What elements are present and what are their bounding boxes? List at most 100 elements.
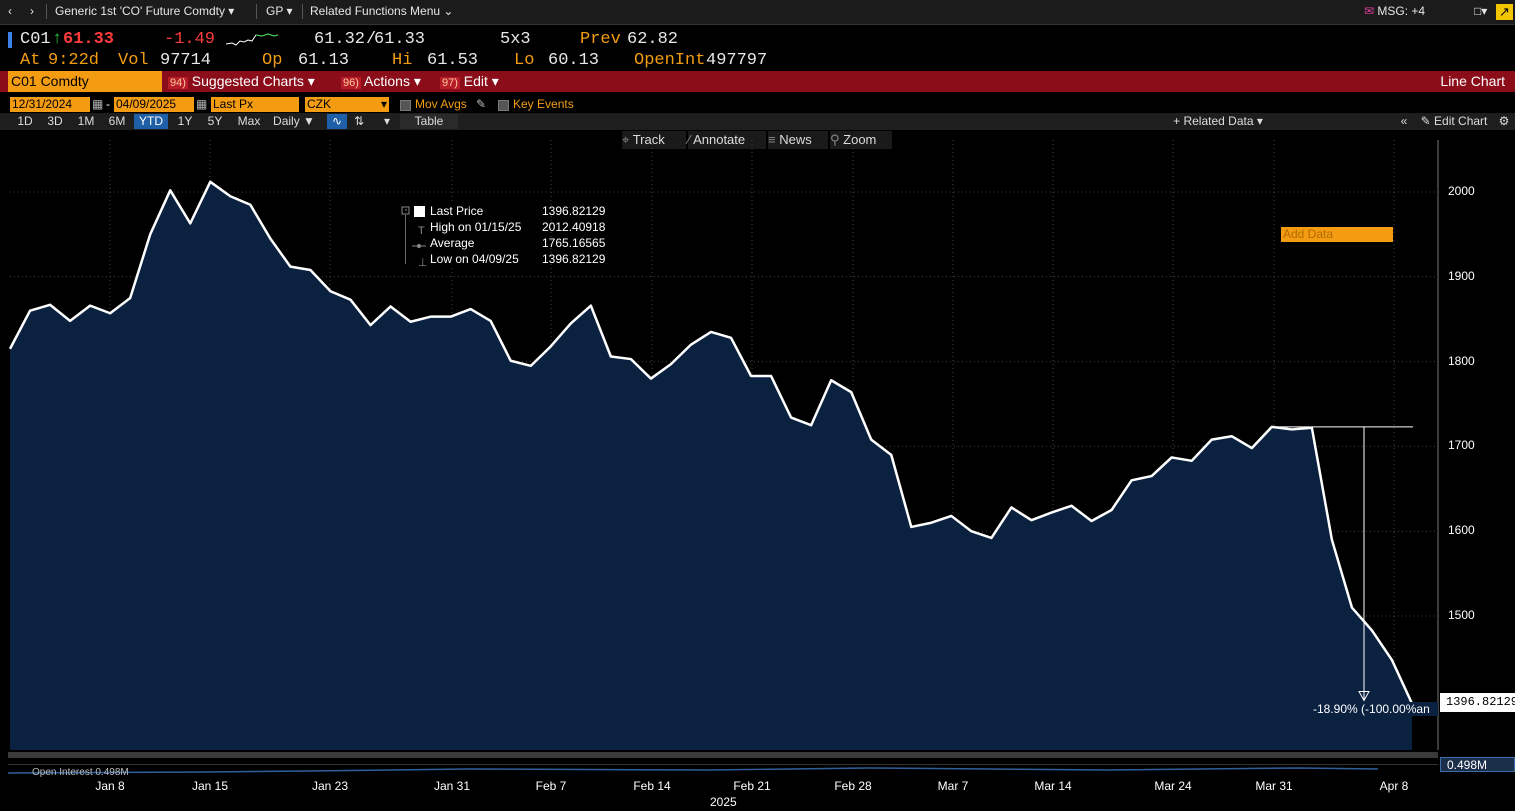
volume: 97714 [160, 51, 212, 70]
edit-chart-button[interactable]: ✎ Edit Chart [1420, 114, 1488, 128]
calendar-icon[interactable]: ▦ [196, 97, 208, 111]
actions-menu[interactable]: 96) Actions ▾ [341, 73, 421, 89]
annotation-arrow-head [1358, 690, 1370, 702]
ticker-marker [8, 32, 12, 48]
open-interest-value: 0.498M [1440, 757, 1515, 772]
range-1d-button[interactable]: 1D [17, 114, 33, 128]
currency-selector[interactable]: CZK ▾ [305, 97, 389, 112]
range-ytd-button[interactable]: YTD [134, 114, 168, 129]
back-arrow-icon[interactable]: ‹ [8, 4, 12, 18]
change-annotation-text: -18.90% (-100.00%an [1313, 702, 1438, 716]
last-value-label: 1396.82129 [1440, 693, 1515, 712]
window-menu-icon[interactable]: □▾ [1474, 4, 1488, 18]
net-change: -1.49 [164, 30, 216, 49]
high-label: Hi [392, 51, 413, 70]
x-tick-label: Feb 7 [535, 779, 567, 793]
key-events-checkbox[interactable] [498, 100, 509, 111]
add-data-input[interactable]: Add Data [1281, 227, 1393, 242]
start-date-field[interactable]: 12/31/2024 [10, 97, 90, 112]
prev-close: 62.82 [627, 30, 679, 49]
mov-avgs-checkbox[interactable] [400, 100, 411, 111]
price-line [8, 180, 1414, 705]
x-tick-label: Mar 7 [937, 779, 969, 793]
range-max-button[interactable]: Max [237, 114, 261, 128]
date-separator: - [106, 97, 110, 111]
mov-avgs-label[interactable]: Mov Avgs [415, 97, 467, 111]
range-toolbar: 1D 3D 1M 6M YTD 1Y 5Y Max Daily ▼ ∿ ⇅ ▾ … [0, 113, 1515, 242]
zoom-tool[interactable]: ⚲ Zoom [830, 131, 892, 149]
high-price: 61.53 [427, 51, 479, 70]
function-menu[interactable]: GP ▾ [266, 4, 293, 18]
news-tool[interactable]: ≡ News [768, 131, 828, 149]
range-1y-button[interactable]: 1Y [177, 114, 193, 128]
prev-label: Prev [580, 30, 621, 49]
svg-text:T: T [418, 225, 425, 237]
end-date-field[interactable]: 04/09/2025 [114, 97, 194, 112]
open-interest-label: OpenInt [634, 51, 706, 70]
range-5y-button[interactable]: 5Y [207, 114, 223, 128]
range-1m-button[interactable]: 1M [77, 114, 95, 128]
ask-price: 61.33 [374, 30, 426, 49]
x-tick-label: Jan 15 [191, 779, 229, 793]
x-tick-label: Mar 31 [1255, 779, 1293, 793]
vol-label: Vol [118, 51, 149, 70]
open-interest-panel: Open Interest 0.498M [8, 764, 1438, 778]
svg-text:⊥: ⊥ [418, 257, 428, 269]
edit-menu[interactable]: 97) Edit ▾ [440, 73, 499, 89]
line-chart-icon[interactable]: ∿ [327, 114, 347, 129]
y-tick-label: 1600 [1448, 523, 1475, 538]
bid-ask-size: 5x3 [500, 30, 531, 49]
y-tick-label: 1500 [1448, 608, 1475, 622]
key-events-label[interactable]: Key Events [513, 97, 574, 111]
message-indicator[interactable]: ✉ MSG: +4 [1364, 4, 1426, 18]
ticker: C01 [20, 30, 51, 49]
field-selector[interactable]: Last Px [211, 97, 299, 112]
sparkline-icon [226, 33, 278, 46]
security-menu[interactable]: Generic 1st 'CO' Future Comdty ▾ [55, 4, 235, 18]
chart-legend: T ⊥ Last Price 1396.82129 High on 01/15/2… [400, 200, 610, 270]
forward-arrow-icon[interactable]: › [30, 4, 34, 18]
panel-divider[interactable] [8, 752, 1438, 758]
related-functions-menu[interactable]: Related Functions Menu ⌄ [310, 4, 454, 18]
x-tick-label: Jan 31 [433, 779, 471, 793]
bid-price: 61.32 [314, 30, 366, 49]
table-button[interactable]: Table [400, 114, 458, 129]
y-tick-label: 1800 [1448, 353, 1475, 368]
track-tool[interactable]: ⌖ Track [622, 131, 686, 149]
top-nav-bar: ‹ › Generic 1st 'CO' Future Comdty ▾ GP … [0, 0, 1515, 25]
annotate-tool[interactable]: ∕ Annotate [688, 131, 766, 149]
x-tick-label: Jan 8 [95, 779, 125, 793]
low-label: Lo [514, 51, 535, 70]
at-label: At [20, 51, 41, 70]
security-field[interactable]: C01 Comdty [8, 71, 162, 92]
price-chart[interactable] [0, 130, 1515, 811]
x-tick-label: Mar 14 [1034, 779, 1072, 793]
up-arrow-icon: ↑ [52, 30, 63, 49]
open-interest: 497797 [706, 51, 768, 70]
chart-type-dropdown[interactable]: ▾ [383, 114, 391, 128]
x-tick-label: Feb 21 [733, 779, 771, 793]
open-label: Op [262, 51, 283, 70]
suggested-charts-menu[interactable]: 94) Suggested Charts ▾ [168, 73, 315, 89]
range-3d-button[interactable]: 3D [47, 114, 63, 128]
last-price: 61.33 [63, 30, 115, 49]
low-price: 60.13 [548, 51, 600, 70]
y-tick-label: 2000 [1448, 184, 1475, 198]
x-tick-label: Feb 14 [633, 779, 671, 793]
quote-time: 9:22d [48, 51, 100, 70]
magnifier-icon: ⚲ [830, 132, 840, 147]
pin-icon[interactable]: ↗ [1496, 4, 1513, 20]
period-selector[interactable]: Daily ▼ [273, 114, 315, 128]
gear-icon[interactable]: ⚙ [1498, 114, 1510, 128]
pencil-icon: ∕ [688, 132, 691, 147]
calendar-icon[interactable]: ▦ [92, 97, 104, 111]
y-tick-label: 1900 [1448, 268, 1475, 283]
open-price: 61.13 [298, 51, 350, 70]
range-6m-button[interactable]: 6M [108, 114, 126, 128]
collapse-icon[interactable]: « [1400, 114, 1408, 128]
pencil-icon[interactable]: ✎ [476, 97, 487, 111]
related-data-menu[interactable]: + Related Data ▾ [1173, 114, 1263, 128]
envelope-icon: ✉ [1364, 4, 1375, 18]
y-tick-label: 1700 [1448, 438, 1475, 453]
bar-chart-icon[interactable]: ⇅ [353, 114, 365, 128]
